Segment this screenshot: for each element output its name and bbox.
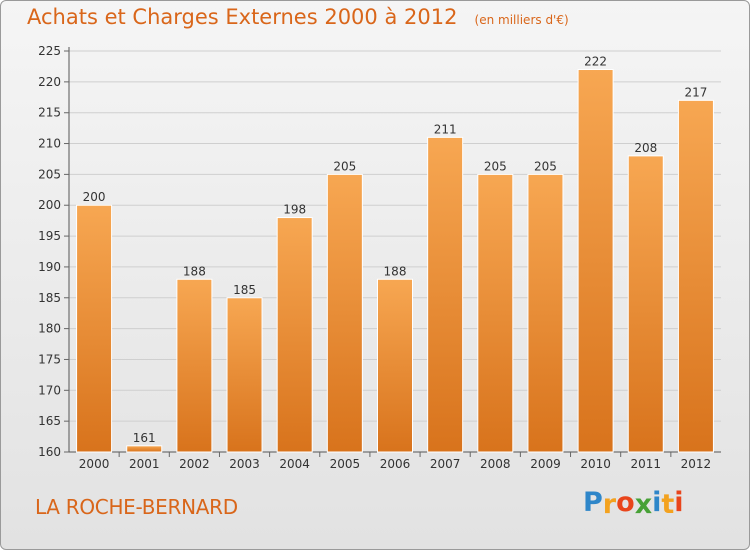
title-text: Achats et Charges Externes 2000 à 2012: [27, 5, 458, 29]
bar-value-label: 188: [384, 264, 407, 278]
y-tick-label: 215: [38, 106, 61, 120]
bar-2002: [176, 278, 213, 453]
x-tick-label: 2005: [330, 457, 361, 471]
y-tick-label: 175: [38, 352, 61, 366]
logo-letter: o: [616, 487, 635, 518]
y-tick-label: 190: [38, 260, 61, 274]
bar-2008: [477, 173, 514, 453]
x-tick-label: 2012: [681, 457, 712, 471]
y-tick-label: 220: [38, 75, 61, 89]
y-tick-label: 205: [38, 167, 61, 181]
y-tick-label: 165: [38, 414, 61, 428]
y-tick-label: 160: [38, 445, 61, 459]
logo-letter: r: [602, 489, 617, 520]
y-tick-label: 170: [38, 383, 61, 397]
x-tick-label: 2011: [630, 457, 661, 471]
x-tick-label: 2000: [79, 457, 110, 471]
y-tick-label: 195: [38, 229, 61, 243]
chart-title: Achats et Charges Externes 2000 à 2012 (…: [27, 5, 569, 29]
bars: 200 161 188 185 198 205 188 211 205 205 222 208 217: [76, 55, 714, 453]
bar-value-label: 188: [183, 264, 206, 278]
bar-2004: [276, 217, 313, 453]
bar-2001: [126, 445, 163, 453]
bar-value-label: 205: [333, 159, 356, 173]
bar-value-label: 222: [584, 55, 607, 69]
x-axis-ticks: 2000 2001 2002 2003 2004 2005 2006 2007 2008 2009…: [79, 452, 711, 471]
logo-letter: P: [583, 487, 603, 518]
bar-2011: [627, 155, 664, 453]
y-tick-label: 210: [38, 137, 61, 151]
bar-2010: [577, 69, 614, 453]
y-tick-label: 225: [38, 44, 61, 58]
unit-note: (en milliers d'€): [474, 13, 569, 27]
bar-2012: [677, 99, 714, 453]
x-tick-label: 2008: [480, 457, 511, 471]
commune-name: LA ROCHE-BERNARD: [35, 495, 238, 519]
x-tick-label: 2002: [179, 457, 210, 471]
bar-2005: [326, 173, 363, 453]
bar-value-label: 185: [233, 283, 256, 297]
x-tick-label: 2010: [580, 457, 611, 471]
x-tick-label: 2006: [380, 457, 411, 471]
bar-value-label: 205: [484, 159, 507, 173]
logo-letter: x: [634, 489, 653, 520]
bar-2007: [427, 136, 464, 453]
bar-2009: [527, 173, 564, 453]
bar-value-label: 208: [634, 141, 657, 155]
bar-value-label: 200: [83, 190, 106, 204]
x-tick-label: 2001: [129, 457, 160, 471]
y-tick-label: 180: [38, 322, 61, 336]
y-tick-label: 185: [38, 291, 61, 305]
x-tick-label: 2003: [229, 457, 260, 471]
bar-value-label: 205: [534, 159, 557, 173]
bar-2000: [76, 204, 113, 453]
bar-value-label: 217: [684, 85, 707, 99]
bar-2006: [377, 278, 413, 453]
x-tick-label: 2009: [530, 457, 561, 471]
y-axis-ticks: 160 165 170 175 180 185 190 195 200 205 210 215 220 2…: [38, 44, 69, 459]
bar-2003: [226, 297, 263, 453]
bar-value-label: 198: [283, 203, 306, 217]
logo-letter: t: [661, 489, 675, 520]
x-tick-label: 2004: [279, 457, 310, 471]
bar-value-label: 211: [434, 122, 457, 136]
logo-letter: i: [674, 487, 684, 518]
logo-letter: i: [652, 487, 662, 518]
bar-value-label: 161: [133, 431, 156, 445]
x-tick-label: 2007: [430, 457, 461, 471]
y-tick-label: 200: [38, 198, 61, 212]
proxiti-logo: Proxiti: [583, 487, 684, 520]
